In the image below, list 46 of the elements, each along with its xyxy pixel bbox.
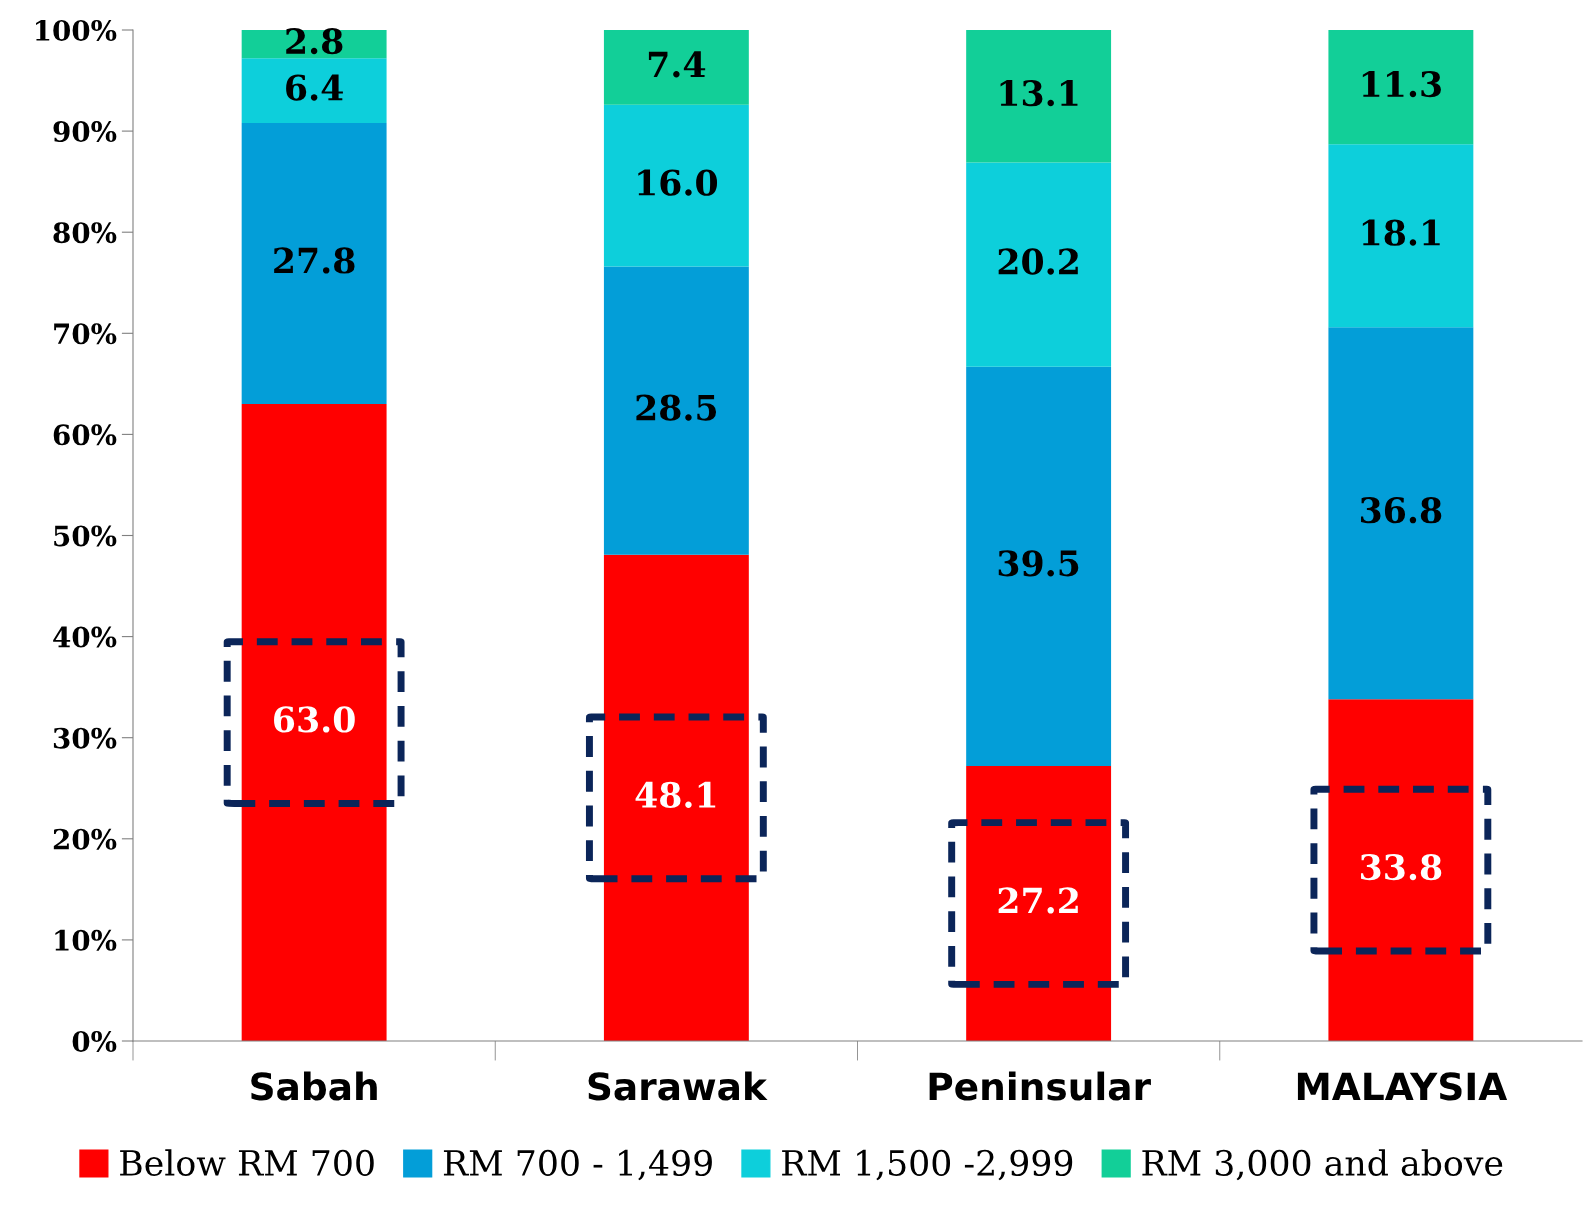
bar <box>966 366 1112 767</box>
data-label: 27.8 <box>274 247 355 274</box>
y-tick-label: 10% <box>55 929 117 951</box>
y-tick-label: 60% <box>53 424 117 446</box>
y-tick-label: 40% <box>53 626 117 648</box>
data-label: 33.8 <box>1361 853 1442 881</box>
data-label: 48.1 <box>635 781 716 808</box>
y-tick-label: 90% <box>53 121 117 143</box>
y-tick-label: 0% <box>72 1030 117 1052</box>
data-label: 11.3 <box>1362 70 1441 98</box>
bar <box>966 162 1112 367</box>
y-tick-label: 50% <box>54 525 117 547</box>
x-tick-label: Sarawak <box>588 1071 768 1101</box>
y-tick-label: 80% <box>53 222 117 244</box>
legend-label: Below RM 700 <box>120 1149 374 1177</box>
data-label: 36.8 <box>1361 497 1442 524</box>
y-tick-label: 100% <box>36 19 117 41</box>
data-label: 63.0 <box>274 706 355 733</box>
y-tick-label: 20% <box>53 828 117 850</box>
data-label: 16.0 <box>638 169 718 196</box>
x-tick-label: Sabah <box>251 1071 377 1101</box>
x-tick-label: MALAYSIA <box>1297 1072 1508 1101</box>
data-label: 20.2 <box>998 248 1078 275</box>
data-label: 28.5 <box>636 394 717 421</box>
bar <box>966 30 1112 163</box>
x-tick-label: Peninsular <box>929 1071 1151 1101</box>
bar <box>241 58 387 124</box>
data-label: 39.5 <box>998 550 1079 577</box>
y-tick-label: 30% <box>53 727 117 749</box>
bar <box>1328 144 1474 328</box>
bar <box>241 123 387 405</box>
data-label: 18.1 <box>1362 219 1440 246</box>
bar <box>1328 30 1474 145</box>
bar <box>603 104 749 267</box>
y-tick-label: 70% <box>54 323 117 345</box>
bar <box>603 266 749 555</box>
legend-label: RM 700 - 1,499 <box>443 1149 712 1181</box>
bar <box>1328 327 1474 700</box>
data-label: 6.4 <box>286 74 343 101</box>
legend-label: RM 3,000 and above <box>1142 1149 1503 1181</box>
bar <box>603 30 749 105</box>
legend-label: RM 1,500 -2,999 <box>782 1149 1073 1181</box>
data-label: 27.2 <box>998 887 1078 914</box>
data-label: 2.8 <box>286 27 343 55</box>
data-label: 13.1 <box>1000 80 1078 107</box>
data-label: 7.4 <box>648 51 706 78</box>
